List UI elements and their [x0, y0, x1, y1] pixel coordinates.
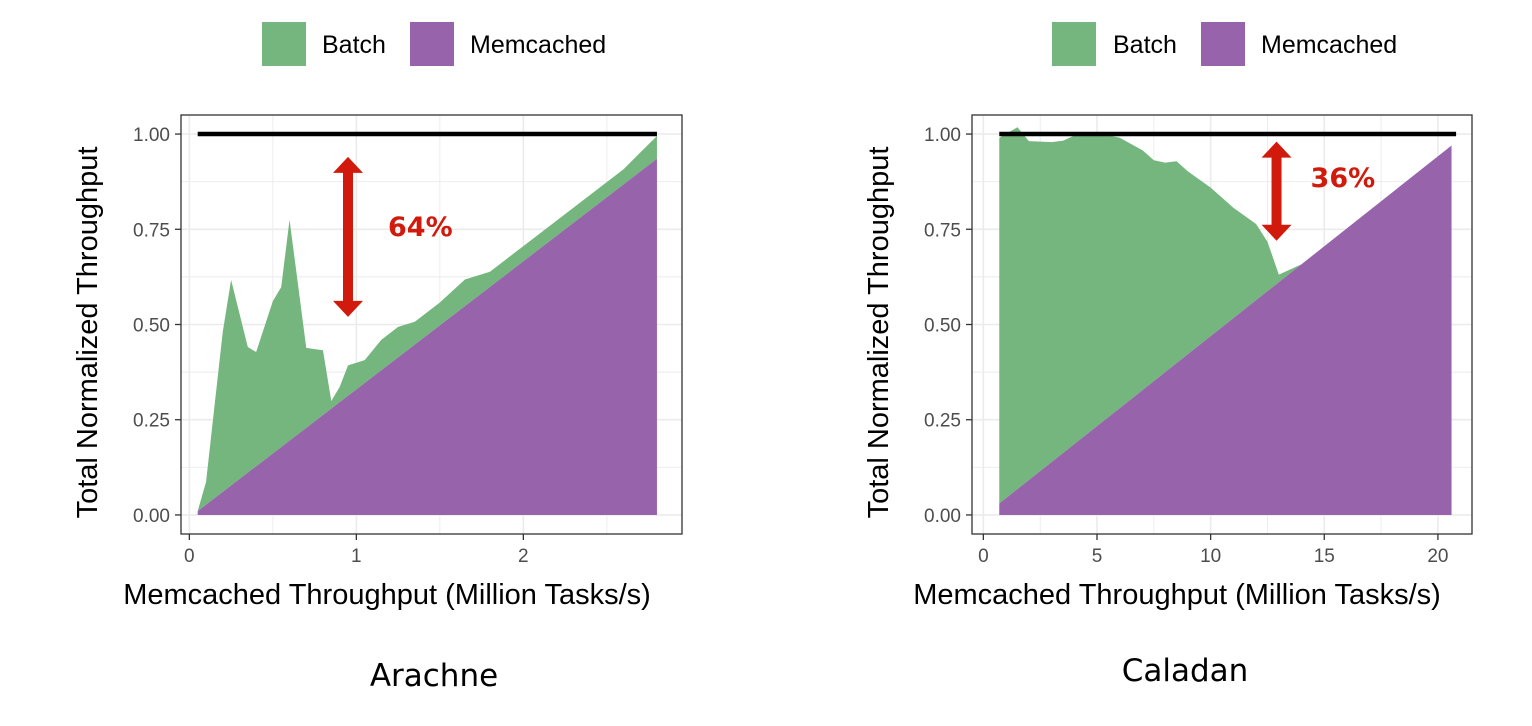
chart-panel-caladan: 36% 0.00 0.25 0.50 0.75 1.00 0 5 10 15 20 Memcached…	[863, 114, 1473, 689]
y-tick-label: 1.00	[133, 125, 170, 146]
legend-label-memcached: Memcached	[1261, 31, 1397, 59]
y-tick-label: 1.00	[924, 125, 961, 146]
legend-swatch-memcached	[410, 22, 454, 66]
gap-annotation-label: 64%	[388, 212, 453, 243]
x-tick-label: 5	[1092, 546, 1103, 567]
legend-swatch-memcached	[1201, 22, 1245, 66]
legend-label-memcached: Memcached	[470, 31, 606, 59]
x-axis-title: Memcached Throughput (Million Tasks/s)	[913, 579, 1441, 611]
legend-swatch-batch	[262, 22, 306, 66]
y-tick-label: 0.75	[133, 220, 170, 241]
legend-swatch-batch	[1052, 22, 1096, 66]
y-axis-title: Total Normalized Throughput	[863, 147, 895, 519]
y-tick-label: 0.00	[133, 506, 170, 527]
y-tick-label: 0.25	[924, 411, 961, 432]
y-tick-label: 0.50	[924, 316, 961, 337]
chart-caption: Arachne	[370, 658, 498, 694]
double-arrow-icon	[333, 156, 363, 317]
chart-panel-arachne: 64% 0.00 0.25 0.50 0.75 1.00 0 1 2 Memcached Thro…	[72, 114, 683, 694]
double-arrow-icon	[1261, 141, 1292, 241]
gap-annotation-label: 36%	[1311, 163, 1376, 194]
area-memcached	[197, 158, 657, 515]
area-memcached	[999, 145, 1452, 515]
legend-right: Batch Memcached	[1052, 22, 1397, 66]
x-tick-label: 0	[978, 546, 989, 567]
x-tick-label: 2	[518, 546, 529, 567]
y-axis-title: Total Normalized Throughput	[72, 147, 104, 519]
legend-label-batch: Batch	[1113, 31, 1177, 59]
area-batch	[999, 127, 1452, 504]
area-batch	[197, 135, 657, 512]
x-tick-label: 20	[1427, 546, 1448, 567]
y-tick-label: 0.50	[133, 316, 170, 337]
y-tick-label: 0.25	[133, 411, 170, 432]
x-tick-label: 10	[1200, 546, 1221, 567]
legend-left: Batch Memcached	[262, 22, 606, 66]
x-axis-title: Memcached Throughput (Million Tasks/s)	[123, 579, 651, 611]
y-tick-label: 0.75	[924, 220, 961, 241]
chart-caption: Caladan	[1122, 653, 1249, 689]
x-tick-label: 1	[351, 546, 362, 567]
x-tick-label: 15	[1314, 546, 1335, 567]
legend-label-batch: Batch	[322, 31, 386, 59]
y-tick-label: 0.00	[924, 506, 961, 527]
x-tick-label: 0	[184, 546, 195, 567]
